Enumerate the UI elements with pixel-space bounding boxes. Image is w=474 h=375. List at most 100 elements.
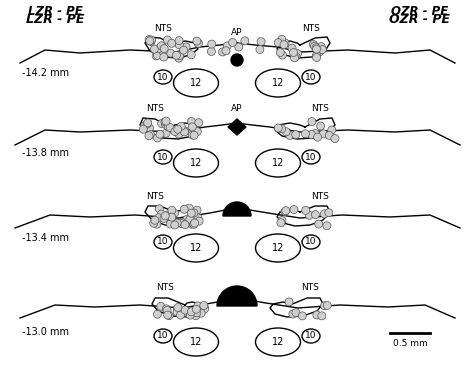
Polygon shape	[228, 119, 246, 135]
Circle shape	[192, 312, 200, 320]
Circle shape	[314, 133, 322, 141]
Circle shape	[147, 38, 155, 46]
Circle shape	[289, 310, 297, 318]
Text: -14.2 mm: -14.2 mm	[22, 68, 69, 78]
Text: 10: 10	[305, 72, 317, 81]
Text: LZR - PE: LZR - PE	[27, 5, 82, 18]
Circle shape	[166, 220, 174, 228]
Circle shape	[163, 306, 171, 314]
Circle shape	[320, 210, 328, 218]
Circle shape	[174, 303, 182, 312]
Circle shape	[145, 36, 153, 44]
Circle shape	[166, 49, 174, 57]
Ellipse shape	[255, 149, 301, 177]
Ellipse shape	[154, 235, 172, 249]
Text: 10: 10	[157, 72, 169, 81]
Circle shape	[171, 209, 179, 217]
Circle shape	[164, 214, 173, 223]
Circle shape	[319, 130, 328, 138]
Circle shape	[310, 42, 319, 50]
Circle shape	[292, 130, 300, 139]
Circle shape	[153, 220, 161, 228]
Circle shape	[235, 43, 243, 51]
Circle shape	[155, 214, 163, 222]
Text: NTS: NTS	[302, 24, 320, 33]
Text: 12: 12	[190, 243, 202, 253]
Circle shape	[231, 54, 243, 66]
Circle shape	[257, 38, 265, 46]
Circle shape	[290, 206, 298, 214]
Circle shape	[201, 305, 209, 313]
Text: 12: 12	[272, 337, 284, 347]
Circle shape	[317, 122, 325, 130]
Text: OZR - PE: OZR - PE	[390, 13, 450, 26]
Circle shape	[182, 216, 191, 223]
Circle shape	[311, 130, 319, 138]
Text: NTS: NTS	[154, 24, 172, 33]
Circle shape	[146, 130, 155, 139]
Circle shape	[175, 41, 183, 49]
Circle shape	[180, 205, 188, 213]
Text: NTS: NTS	[311, 192, 329, 201]
Circle shape	[312, 54, 320, 62]
Circle shape	[158, 120, 165, 128]
Circle shape	[301, 206, 310, 214]
Circle shape	[185, 204, 193, 212]
Text: NTS: NTS	[146, 192, 164, 201]
Circle shape	[194, 302, 202, 310]
Circle shape	[292, 309, 300, 317]
Circle shape	[313, 51, 320, 59]
Circle shape	[320, 302, 328, 310]
Circle shape	[293, 50, 301, 58]
Circle shape	[208, 40, 216, 48]
Circle shape	[187, 51, 195, 59]
Circle shape	[308, 130, 316, 139]
Circle shape	[181, 128, 189, 136]
Circle shape	[187, 308, 195, 316]
Text: 0.5 mm: 0.5 mm	[392, 339, 428, 348]
Circle shape	[147, 36, 155, 44]
Circle shape	[323, 222, 331, 230]
Ellipse shape	[302, 150, 320, 164]
Text: 12: 12	[272, 243, 284, 253]
Circle shape	[317, 42, 325, 51]
Circle shape	[160, 45, 168, 53]
Circle shape	[187, 220, 195, 228]
Circle shape	[155, 45, 163, 53]
Circle shape	[177, 125, 185, 133]
Ellipse shape	[154, 329, 172, 343]
Text: 12: 12	[190, 78, 202, 88]
Circle shape	[173, 305, 181, 313]
Text: 12: 12	[272, 78, 284, 88]
Circle shape	[181, 127, 189, 135]
Circle shape	[152, 52, 160, 60]
Circle shape	[145, 132, 153, 140]
Circle shape	[162, 129, 170, 137]
Circle shape	[195, 217, 203, 225]
Text: AP: AP	[231, 28, 243, 37]
Circle shape	[168, 213, 176, 221]
Text: 10: 10	[305, 237, 317, 246]
Circle shape	[281, 208, 289, 216]
Circle shape	[157, 210, 165, 218]
Circle shape	[190, 131, 198, 139]
Circle shape	[182, 308, 190, 316]
Text: NTS: NTS	[311, 104, 329, 113]
Circle shape	[291, 54, 299, 62]
Circle shape	[157, 302, 165, 310]
Circle shape	[141, 122, 149, 130]
Circle shape	[139, 125, 147, 133]
Circle shape	[290, 48, 298, 57]
Circle shape	[318, 312, 326, 320]
Circle shape	[286, 131, 294, 140]
Circle shape	[157, 42, 165, 50]
Text: AP: AP	[231, 104, 243, 113]
Circle shape	[315, 48, 323, 56]
Circle shape	[181, 306, 189, 314]
Circle shape	[189, 219, 197, 227]
Circle shape	[328, 126, 336, 134]
Circle shape	[171, 221, 179, 229]
Circle shape	[155, 205, 164, 213]
Circle shape	[195, 118, 203, 127]
Text: OZR - PE: OZR - PE	[392, 5, 448, 18]
